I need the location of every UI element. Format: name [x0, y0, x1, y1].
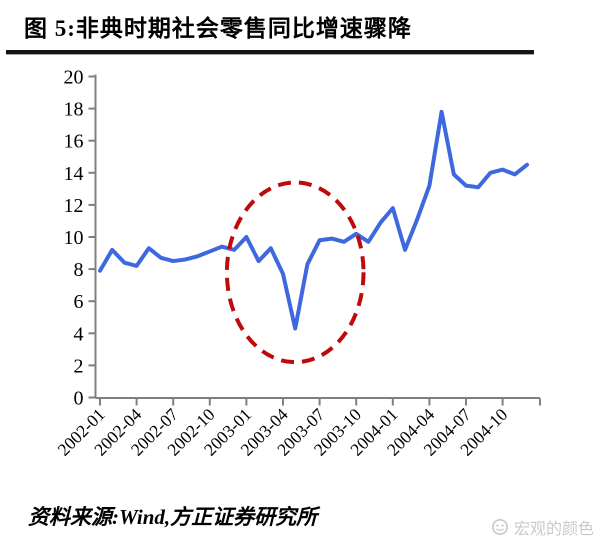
y-tick-label: 14 — [64, 163, 84, 185]
y-tick-label: 4 — [74, 323, 84, 345]
data-source-text: 资料来源:Wind,方正证券研究所 — [28, 505, 318, 529]
title-underline — [6, 50, 534, 55]
y-axis-ticks: 0 2 4 6 8 10 12 14 16 18 20 — [64, 67, 96, 410]
y-tick-label: 8 — [74, 259, 84, 281]
figure-title: 图 5:非典时期社会零售同比增速骤降 — [24, 16, 412, 41]
chart-root: 0 2 4 6 8 10 12 14 16 18 20 2002-012002-042002-0720… — [53, 67, 541, 460]
sars-dip-annotation-ellipse — [224, 180, 366, 365]
y-tick-label: 12 — [64, 195, 84, 217]
y-tick-label: 0 — [74, 388, 84, 410]
data-series-line — [98, 109, 529, 331]
y-tick-label: 10 — [64, 227, 84, 249]
figure-header: 图 5:非典时期社会零售同比增速骤降 — [0, 0, 600, 55]
y-tick-label: 2 — [74, 355, 84, 377]
y-tick-label: 6 — [74, 291, 84, 313]
x-axis-tick-labels: 2002-012002-042002-072002-102003-012003-… — [53, 404, 511, 460]
y-tick-label: 18 — [64, 99, 84, 121]
watermark-text: 宏观的颜色 — [513, 521, 594, 538]
y-tick-label: 20 — [64, 67, 84, 89]
watermark: 宏观的颜色 — [491, 515, 594, 539]
x-axis-ticks — [99, 398, 541, 406]
y-tick-label: 16 — [64, 131, 84, 153]
watermark-logo-icon — [491, 519, 508, 535]
